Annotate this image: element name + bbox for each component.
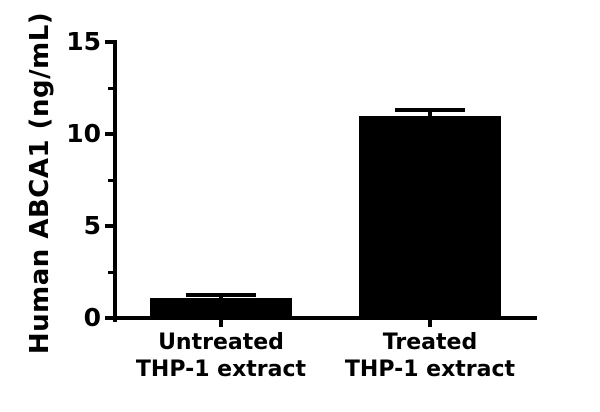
category-label-treated-thp-1-extract: Treated THP-1 extract	[315, 329, 545, 383]
y-tick-label: 15	[66, 27, 101, 56]
y-axis-line	[113, 40, 117, 322]
y-minor-tick	[108, 87, 113, 90]
category-label-line: Untreated	[158, 330, 284, 355]
y-tick-label: 5	[83, 211, 101, 240]
error-bar-cap-untreated-thp-1-extract	[186, 293, 256, 297]
y-major-tick	[105, 40, 113, 44]
category-label-line: THP-1 extract	[135, 357, 307, 382]
y-minor-tick	[108, 179, 113, 182]
category-label-line: Treated	[382, 330, 478, 355]
bar-untreated-thp-1-extract	[150, 298, 292, 320]
error-bar-stem-untreated-thp-1-extract	[219, 295, 223, 302]
x-tick-untreated-thp-1-extract	[219, 320, 223, 327]
y-major-tick	[105, 132, 113, 136]
y-major-tick	[105, 224, 113, 228]
y-major-tick	[105, 316, 113, 320]
x-tick-treated-thp-1-extract	[428, 320, 432, 327]
error-bar-stem-treated-thp-1-extract	[428, 110, 432, 120]
y-minor-tick	[108, 271, 113, 274]
category-label-line: THP-1 extract	[344, 357, 516, 382]
bar-treated-thp-1-extract	[359, 116, 501, 320]
error-bar-cap-treated-thp-1-extract	[395, 108, 465, 112]
y-tick-label: 0	[83, 303, 101, 332]
y-tick-label: 10	[66, 119, 101, 148]
x-axis-line	[113, 316, 537, 320]
category-label-untreated-thp-1-extract: Untreated THP-1 extract	[106, 329, 336, 383]
